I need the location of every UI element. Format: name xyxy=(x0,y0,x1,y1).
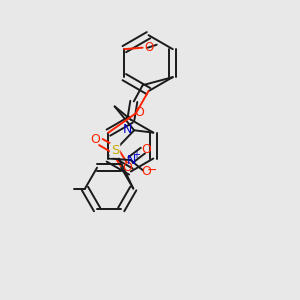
Text: O: O xyxy=(91,133,100,146)
Text: O: O xyxy=(142,143,151,156)
Text: O: O xyxy=(122,161,132,174)
Text: +: + xyxy=(132,150,140,160)
Text: O: O xyxy=(142,165,151,178)
Text: N: N xyxy=(122,123,132,136)
Text: O: O xyxy=(134,106,144,119)
Text: −: − xyxy=(146,164,157,177)
Text: N: N xyxy=(126,154,136,166)
Text: S: S xyxy=(111,144,119,157)
Text: O: O xyxy=(144,40,153,54)
